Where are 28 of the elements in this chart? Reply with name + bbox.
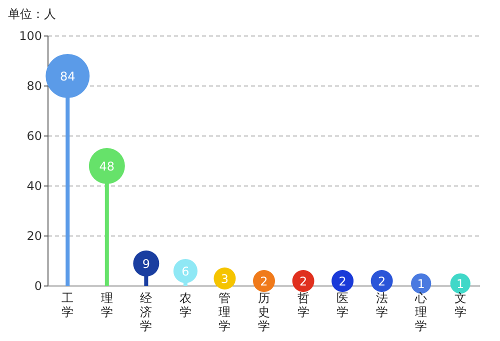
data-label: 9 xyxy=(142,257,150,271)
x-tick-label: 经济学 xyxy=(140,291,152,333)
y-tick-label: 100 xyxy=(19,29,42,43)
data-label: 84 xyxy=(60,70,76,84)
data-label: 3 xyxy=(220,272,229,286)
data-label: 48 xyxy=(99,160,115,174)
data-label: 2 xyxy=(299,274,308,288)
y-axis-title: 单位：人 xyxy=(8,7,56,21)
x-tick-label: 管理学 xyxy=(218,291,231,333)
x-tick-label: 法学 xyxy=(376,291,388,319)
x-tick-label: 文学 xyxy=(454,291,466,319)
data-label: 2 xyxy=(378,274,386,288)
data-label: 1 xyxy=(417,277,425,291)
y-tick-label: 60 xyxy=(26,129,42,143)
y-tick-label: 0 xyxy=(34,279,42,293)
x-tick-label: 理学 xyxy=(100,291,113,319)
y-tick-label: 80 xyxy=(26,79,42,93)
data-label: 2 xyxy=(338,274,346,288)
y-tick-label: 40 xyxy=(26,179,42,193)
y-tick-label: 20 xyxy=(26,229,42,243)
x-tick-label: 历史学 xyxy=(258,291,270,333)
x-tick-label: 农学 xyxy=(179,291,192,319)
x-tick-label: 工学 xyxy=(62,291,74,319)
data-label: 1 xyxy=(456,277,464,291)
x-tick-label: 医学 xyxy=(336,291,349,319)
data-label: 2 xyxy=(260,274,268,288)
x-tick-label: 哲学 xyxy=(297,291,310,319)
x-tick-label: 心理学 xyxy=(414,291,428,333)
